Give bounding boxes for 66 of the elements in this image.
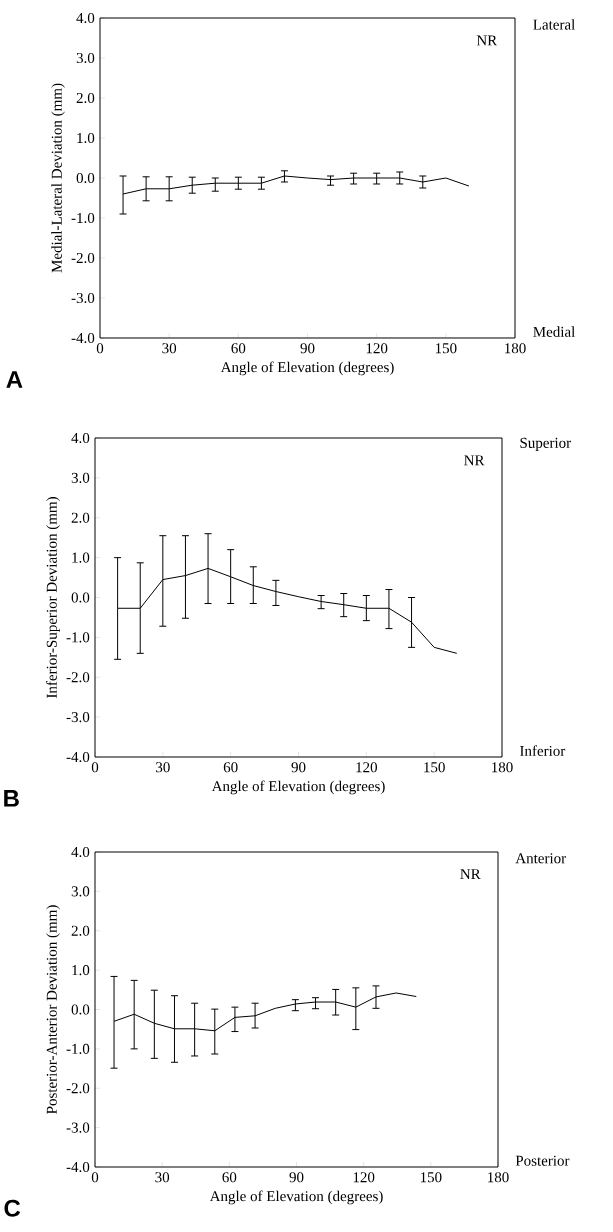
y-tick-label: -1.0: [71, 212, 95, 224]
text: B: [4, 790, 19, 807]
x-tick-label: 60: [223, 762, 238, 773]
y-tick-label: 0.0: [71, 1004, 90, 1015]
x-tick-label: 60: [231, 343, 246, 354]
x-tick-label: 150: [424, 762, 445, 773]
x-tick-label: 120: [353, 1172, 375, 1183]
y-tick-label: -2.0: [71, 252, 95, 264]
x-tick-label: 150: [435, 343, 457, 354]
x-tick-label: 120: [366, 343, 388, 354]
annotation: NR: [460, 869, 481, 879]
x-tick-label: 120: [356, 762, 378, 773]
y-tick-label: 1.0: [72, 552, 90, 563]
y-axis-title: Inferior-Superior Deviation (mm): [46, 497, 60, 699]
text: Posterior: [515, 1155, 570, 1166]
x-tick-label: 30: [155, 1172, 170, 1183]
text: C: [4, 1199, 21, 1217]
text: Anterior: [515, 853, 567, 864]
text: Medial: [533, 326, 575, 337]
x-axis-title: Angle of Elevation (degrees): [220, 361, 394, 376]
y-tick-label: 2.0: [71, 512, 90, 523]
y-tick-label: 0.0: [71, 592, 90, 603]
text: A: [6, 371, 23, 388]
y-tick-label: 3.0: [76, 52, 95, 64]
x-tick-label: 30: [162, 343, 177, 354]
y-tick-label: -2.0: [66, 1083, 90, 1094]
y-tick-label: 4.0: [76, 12, 95, 24]
y-tick-label: 1.0: [77, 132, 95, 144]
x-tick-label: 90: [289, 1172, 304, 1183]
y-axis-title: Posterior-Anterior Deviation (mm): [46, 905, 60, 1114]
x-tick-label: 180: [505, 343, 526, 354]
text: Lateral: [533, 19, 575, 30]
x-axis-title: Angle of Elevation (degrees): [211, 780, 385, 795]
y-tick-label: -4.0: [71, 332, 95, 344]
x-axis-title: Angle of Elevation (degrees): [209, 1190, 383, 1205]
annotation: NR: [464, 455, 485, 466]
y-tick-label: 4.0: [71, 846, 90, 858]
x-tick-label: 60: [222, 1172, 237, 1183]
x-tick-label: 150: [420, 1172, 442, 1183]
x-tick-label: 0: [96, 343, 104, 354]
x-tick-label: 180: [488, 1172, 509, 1183]
y-tick-label: -3.0: [71, 292, 95, 304]
x-tick-label: 90: [300, 343, 315, 354]
text: Superior: [520, 437, 571, 451]
annotation: NR: [476, 35, 498, 46]
y-tick-label: 2.0: [71, 925, 90, 936]
y-tick-label: 4.0: [71, 432, 90, 444]
y-tick-label: 2.0: [76, 92, 95, 104]
x-tick-label: 30: [156, 762, 170, 773]
y-tick-label: 3.0: [71, 472, 90, 483]
y-tick-label: -1.0: [66, 1043, 90, 1054]
x-tick-label: 0: [91, 762, 99, 773]
y-tick-label: -1.0: [66, 632, 90, 643]
text: Inferior: [520, 745, 566, 756]
y-axis-title: Medial-Lateral Deviation (mm): [51, 83, 65, 273]
y-tick-label: 1.0: [72, 965, 90, 976]
x-tick-label: 90: [291, 762, 306, 773]
y-tick-label: -3.0: [66, 712, 90, 723]
y-tick-label: 3.0: [71, 886, 90, 897]
y-tick-label: 0.0: [76, 172, 95, 184]
x-tick-label: 180: [492, 762, 513, 773]
y-tick-label: -4.0: [66, 751, 90, 763]
y-tick-label: -4.0: [66, 1161, 90, 1173]
y-tick-label: -3.0: [66, 1122, 90, 1133]
x-tick-label: 0: [91, 1172, 99, 1183]
y-tick-label: -2.0: [66, 672, 90, 683]
